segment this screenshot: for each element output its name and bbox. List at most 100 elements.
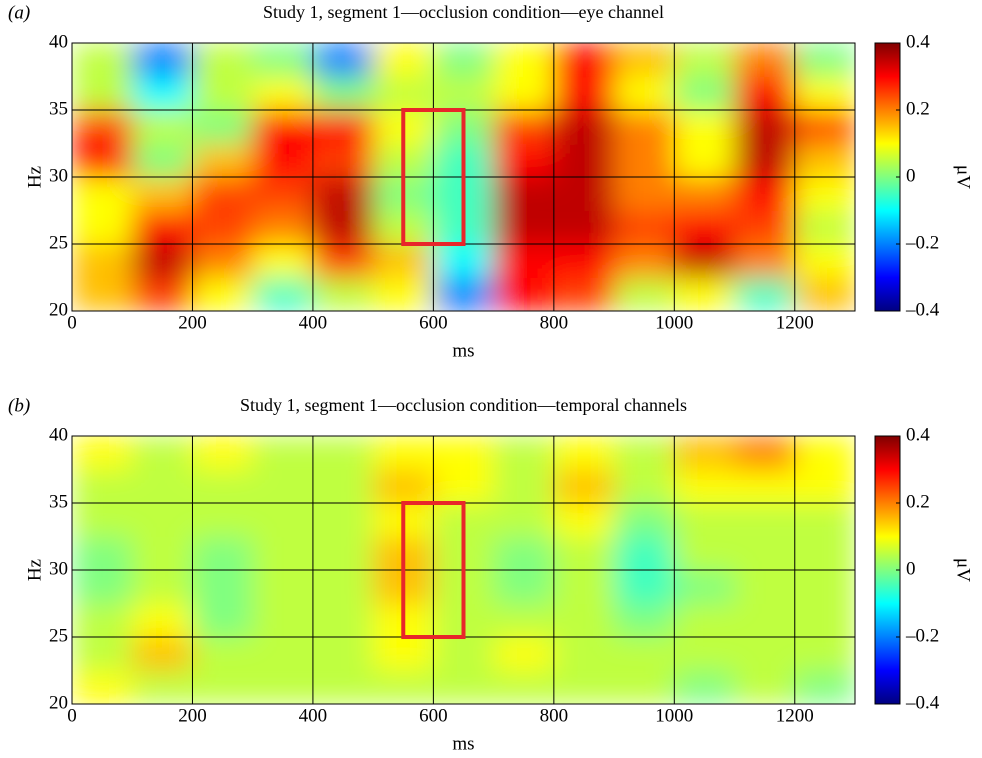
heatmap-cell <box>493 603 555 638</box>
x-tick-label: 1000 <box>655 312 693 333</box>
heatmap-cell <box>614 143 675 178</box>
colorbar-tick-label: 0 <box>906 558 916 579</box>
heatmap-cell <box>252 244 314 278</box>
heatmap-smooth <box>72 436 855 704</box>
heatmap-cell <box>794 177 855 211</box>
heatmap-cell <box>72 637 133 671</box>
heatmap-cells <box>72 436 855 704</box>
heatmap-cell <box>252 177 314 211</box>
heatmap-cell <box>614 177 675 211</box>
heatmap-cell <box>553 143 615 178</box>
heatmap-cell <box>252 277 314 311</box>
heatmap-cell <box>553 570 615 604</box>
heatmap-cell <box>553 110 615 144</box>
heatmap-cell <box>614 603 675 638</box>
heatmap-cell <box>674 436 736 470</box>
heatmap-cell <box>614 570 675 604</box>
heatmap-cell <box>72 43 133 77</box>
heatmap-cell <box>312 436 374 470</box>
heatmap-cell <box>132 244 193 278</box>
heatmap-cell <box>553 503 615 537</box>
heatmap-cell <box>192 436 254 470</box>
heatmap-cell <box>312 277 374 311</box>
heatmap-cell <box>734 110 796 144</box>
heatmap-cell <box>252 210 314 245</box>
heatmap-cell <box>674 244 736 278</box>
heatmap-cell <box>373 277 434 311</box>
heatmap-cell <box>373 76 434 111</box>
colorbar-tick-label: 0.4 <box>906 424 930 445</box>
heatmap-cell <box>433 277 495 311</box>
x-tick-label: 600 <box>419 312 448 333</box>
heatmap-cell <box>192 469 254 504</box>
x-tick-label: 1000 <box>655 705 693 726</box>
heatmap-cell <box>72 503 133 537</box>
heatmap-cell <box>72 76 133 111</box>
heatmap-cell <box>614 76 675 111</box>
heatmap-cell <box>72 469 133 504</box>
heatmap-cell <box>614 210 675 245</box>
heatmap-cell <box>132 43 193 77</box>
heatmap-cell <box>734 277 796 311</box>
heatmap-cell <box>312 570 374 604</box>
heatmap-cell <box>493 277 555 311</box>
heatmap-cell <box>192 210 254 245</box>
heatmap-cell <box>312 637 374 671</box>
heatmap-cell <box>794 469 855 504</box>
heatmap-cell <box>794 670 855 704</box>
heatmap-cell <box>674 43 736 77</box>
heatmap-cell <box>252 110 314 144</box>
heatmap-cell <box>493 436 555 470</box>
heatmap-cell <box>553 637 615 671</box>
heatmap-cell <box>132 469 193 504</box>
x-axis-label: ms <box>452 340 474 361</box>
plot-frame <box>71 435 856 705</box>
y-tick-label: 40 <box>49 424 68 445</box>
x-tick-label: 400 <box>299 312 328 333</box>
heatmap-cell <box>794 277 855 311</box>
x-tick-label: 0 <box>67 312 77 333</box>
heatmap-cell <box>674 277 736 311</box>
colorbar-tick-label: –0.4 <box>905 692 940 713</box>
heatmap-cell <box>553 244 615 278</box>
heatmap-cell <box>252 570 314 604</box>
heatmap-cell <box>312 244 374 278</box>
heatmap-cell <box>312 536 374 571</box>
heatmap-cell <box>132 110 193 144</box>
y-tick-label: 20 <box>49 692 68 713</box>
colorbar-label: μV <box>953 165 974 189</box>
heatmap-smooth <box>72 43 855 311</box>
heatmap-cell <box>192 110 254 144</box>
y-tick-label: 35 <box>49 491 68 512</box>
heatmap-cell <box>674 570 736 604</box>
heatmap-cell <box>794 143 855 178</box>
heatmap-cell <box>312 670 374 704</box>
plot-frame <box>71 42 856 312</box>
heatmap-cell <box>674 76 736 111</box>
heatmap-cell <box>252 536 314 571</box>
heatmap-cell <box>794 503 855 537</box>
heatmap-cell <box>734 76 796 111</box>
heatmap-cell <box>614 536 675 571</box>
heatmap-cell <box>674 503 736 537</box>
heatmap-cell <box>312 469 374 504</box>
heatmap-cell <box>493 177 555 211</box>
colorbar-tick-label: –0.2 <box>905 625 939 646</box>
heatmap-cell <box>553 436 615 470</box>
heatmap-cell <box>553 177 615 211</box>
heatmap-cell <box>252 503 314 537</box>
heatmap-cell <box>674 637 736 671</box>
heatmap-cell <box>433 43 495 77</box>
heatmap-cell <box>493 570 555 604</box>
heatmap-cells <box>72 43 855 311</box>
heatmap-cell <box>794 603 855 638</box>
heatmap-cell <box>553 210 615 245</box>
heatmap-cell <box>734 536 796 571</box>
heatmap-cell <box>553 277 615 311</box>
heatmap-cell <box>72 143 133 178</box>
heatmap-cell <box>192 637 254 671</box>
heatmap-cell <box>72 110 133 144</box>
chart-title: Study 1, segment 1—occlusion condition—e… <box>263 2 664 22</box>
heatmap-cell <box>312 143 374 178</box>
heatmap-cell <box>794 536 855 571</box>
